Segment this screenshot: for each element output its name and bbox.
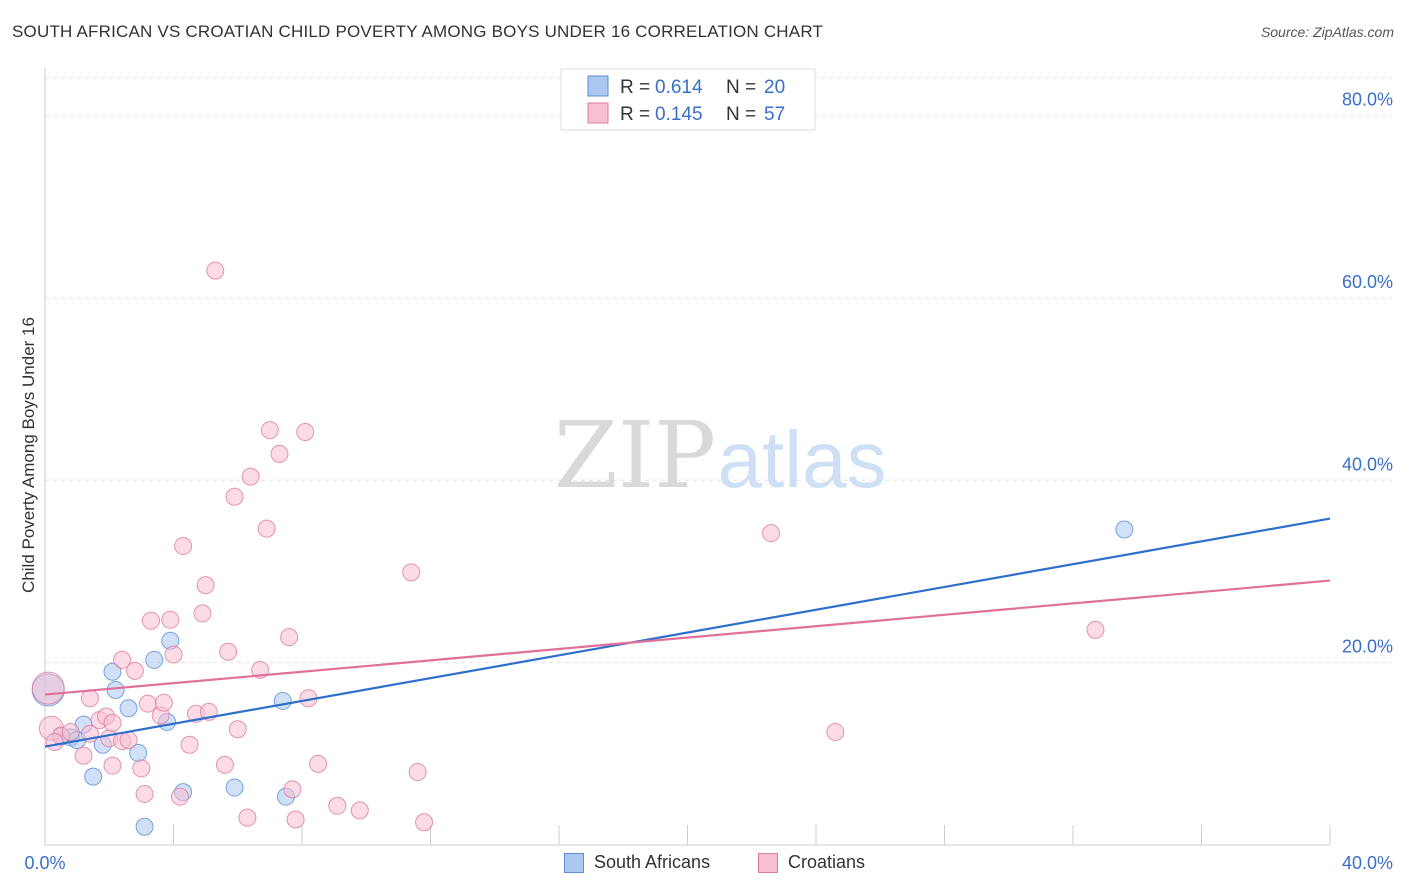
point-series1-16 — [132, 759, 151, 778]
point-series1-31 — [206, 261, 225, 280]
point-series0-7 — [106, 681, 125, 699]
x-tick-label-0: 0.0% — [24, 853, 65, 873]
point-series1-41 — [270, 444, 289, 463]
data-points — [31, 261, 1134, 836]
point-series1-19 — [142, 611, 161, 630]
point-series0-16 — [273, 691, 292, 710]
x-tick-label-1: 40.0% — [1342, 853, 1393, 873]
point-series1-0 — [31, 671, 65, 705]
point-series1-32 — [215, 755, 234, 774]
point-series0-18 — [1115, 520, 1134, 539]
point-series1-18 — [138, 694, 157, 713]
legend-r-label-1: R = — [620, 77, 650, 98]
legend-r-value-1: 0.614 — [655, 77, 703, 98]
y-tick-label-2: 60.0% — [1342, 272, 1393, 292]
legend-n-label-1: N = — [726, 77, 756, 98]
legend-swatch-south-africans-bottom — [564, 852, 584, 873]
point-series1-17 — [135, 784, 154, 803]
point-series1-46 — [296, 422, 315, 441]
point-series1-28 — [193, 604, 212, 623]
watermark-atlas: atlas — [718, 415, 887, 504]
x-tick-labels: 0.0% 40.0% — [24, 853, 1393, 873]
chart-source: Source: ZipAtlas.com — [1260, 24, 1394, 40]
point-series1-50 — [402, 563, 421, 582]
grid-lines — [45, 77, 1392, 664]
point-series1-22 — [161, 610, 180, 629]
point-series1-14 — [119, 731, 138, 750]
point-series1-53 — [762, 524, 781, 543]
point-series1-3 — [61, 722, 80, 741]
point-series1-37 — [241, 467, 260, 486]
y-axis-label: Child Poverty Among Boys Under 16 — [19, 317, 38, 593]
point-series1-54 — [1086, 620, 1105, 639]
point-series1-35 — [228, 720, 247, 739]
axes — [44, 68, 1331, 846]
point-series1-24 — [170, 787, 189, 806]
point-series1-42 — [280, 628, 299, 647]
legend-n-label-2: N = — [726, 104, 756, 125]
legend-swatch-south-africans — [587, 75, 609, 97]
trend-line-series0 — [44, 517, 1331, 748]
watermark: ZIP atlas — [554, 402, 887, 509]
point-series0-10 — [135, 817, 154, 836]
point-series1-29 — [196, 576, 215, 595]
point-series1-15 — [125, 661, 144, 680]
point-series1-26 — [180, 735, 199, 754]
point-series1-23 — [164, 645, 183, 664]
point-series0-11 — [145, 650, 164, 669]
point-series1-11 — [103, 756, 122, 775]
y-tick-label-1: 40.0% — [1342, 454, 1393, 474]
legend-label-croatians: Croatians — [788, 852, 866, 872]
point-series1-33 — [219, 642, 238, 661]
point-series1-6 — [80, 689, 99, 708]
point-series1-4 — [74, 746, 93, 765]
y-tick-label-3: 80.0% — [1342, 90, 1393, 110]
point-series1-21 — [154, 693, 173, 712]
point-series1-39 — [257, 519, 276, 538]
point-series1-49 — [350, 801, 369, 820]
point-series1-56 — [45, 732, 64, 751]
legend-label-south-africans: South Africans — [594, 852, 711, 872]
point-series1-34 — [225, 487, 244, 506]
point-series1-43 — [283, 780, 302, 799]
point-series1-10 — [103, 713, 122, 732]
point-series0-6 — [103, 662, 122, 681]
point-series1-25 — [174, 536, 193, 555]
legend-swatch-croatians-bottom — [758, 852, 778, 873]
legend-swatch-croatians — [587, 102, 609, 124]
point-series0-15 — [225, 778, 244, 797]
legend-item-croatians[interactable]: Croatians — [758, 852, 865, 873]
legend-n-value-2: 57 — [764, 104, 785, 125]
point-series1-52 — [415, 813, 434, 832]
point-series1-13 — [113, 650, 132, 669]
y-tick-label-0: 20.0% — [1342, 637, 1393, 657]
watermark-zip: ZIP — [554, 402, 716, 509]
point-series1-55 — [826, 722, 845, 741]
point-series1-47 — [309, 754, 328, 773]
y-tick-labels: 20.0% 40.0% 60.0% 80.0% — [1342, 90, 1393, 657]
trend-lines — [44, 517, 1331, 748]
point-series1-51 — [408, 763, 427, 782]
chart-title: SOUTH AFRICAN VS CROATIAN CHILD POVERTY … — [12, 22, 824, 41]
legend-item-south-africans[interactable]: South Africans — [564, 852, 710, 873]
legend-stats: R = 0.614 N = 20 R = 0.145 N = 57 — [560, 68, 816, 131]
legend-r-label-2: R = — [620, 104, 650, 125]
point-series0-8 — [119, 699, 138, 718]
trend-line-series1 — [44, 579, 1331, 696]
point-series1-44 — [286, 810, 305, 829]
legend-r-value-2: 0.145 — [655, 104, 703, 125]
point-series0-4 — [84, 767, 103, 786]
legend-n-value-1: 20 — [764, 77, 785, 98]
point-series1-48 — [328, 796, 347, 815]
point-series1-40 — [260, 421, 279, 440]
legend-series: South Africans Croatians — [0, 852, 1406, 878]
point-series1-36 — [238, 808, 257, 827]
